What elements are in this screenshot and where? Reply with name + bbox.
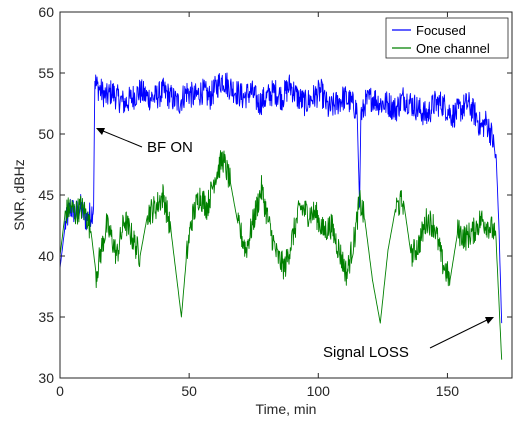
x-tick-label: 150 bbox=[436, 383, 460, 399]
series-line-one-channel bbox=[59, 150, 503, 360]
series-line-focused bbox=[59, 72, 503, 324]
signal-loss-arrow-head bbox=[485, 317, 494, 324]
y-tick-label: 45 bbox=[38, 187, 54, 203]
y-tick-label: 35 bbox=[38, 309, 54, 325]
y-tick-label: 50 bbox=[38, 126, 54, 142]
annotation-layer: BF ON Signal LOSS bbox=[96, 128, 494, 361]
legend-label-one-channel: One channel bbox=[416, 41, 490, 56]
bf-on-arrow-shaft bbox=[102, 130, 143, 148]
x-tick-label: 0 bbox=[56, 383, 64, 399]
annotation-bf-on: BF ON bbox=[147, 139, 193, 156]
y-tick-label: 40 bbox=[38, 248, 54, 264]
x-tick-label: 100 bbox=[307, 383, 331, 399]
y-tick-label: 60 bbox=[38, 4, 54, 20]
annotation-signal-loss: Signal LOSS bbox=[323, 344, 409, 361]
signal-loss-arrow-shaft bbox=[429, 319, 488, 349]
plot-area bbox=[60, 12, 512, 378]
legend-label-focused: Focused bbox=[416, 23, 466, 38]
x-axis-label: Time, min bbox=[256, 401, 317, 417]
y-axis-label: SNR, dBHz bbox=[11, 159, 27, 231]
series-layer bbox=[59, 72, 503, 360]
bf-on-arrow-head bbox=[96, 128, 105, 135]
legend-box bbox=[385, 17, 509, 59]
legend: Focused One channel bbox=[385, 17, 509, 59]
y-tick-label: 30 bbox=[38, 370, 54, 386]
x-tick-label: 50 bbox=[181, 383, 197, 399]
y-tick-label: 55 bbox=[38, 65, 54, 81]
tick-layer: 0 50 100 150 30 35 40 45 50 55 60 bbox=[38, 4, 512, 399]
